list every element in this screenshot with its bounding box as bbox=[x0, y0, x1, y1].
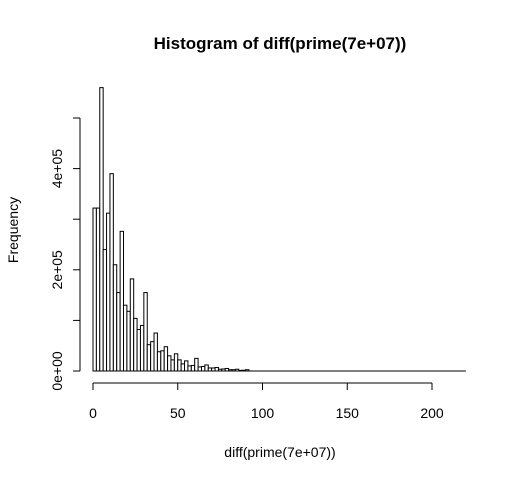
histogram-bar bbox=[116, 292, 121, 372]
x-tick-label: 0 bbox=[89, 405, 97, 421]
histogram-bar bbox=[139, 324, 145, 372]
histogram-bar bbox=[133, 317, 138, 372]
histogram-bar bbox=[221, 368, 226, 372]
histogram-bar bbox=[170, 359, 175, 372]
histogram-bar bbox=[190, 364, 196, 372]
histogram-bar bbox=[238, 369, 243, 372]
histogram-bar bbox=[146, 344, 152, 372]
x-axis: 0 50 100 150 200 bbox=[89, 382, 444, 421]
histogram-bar bbox=[150, 341, 155, 372]
histogram-bar bbox=[160, 350, 165, 372]
x-tick-label: 150 bbox=[336, 405, 360, 421]
histogram-bar bbox=[129, 278, 135, 372]
y-axis: 0e+00 2e+05 4e+05 bbox=[49, 117, 81, 391]
x-tick-label: 100 bbox=[251, 405, 275, 421]
histogram-bar bbox=[99, 87, 104, 372]
histogram-bar bbox=[136, 329, 141, 372]
x-axis-label: diff(prime(7e+07)) bbox=[224, 444, 335, 460]
histogram-bar bbox=[119, 230, 125, 372]
histogram-bar bbox=[184, 360, 189, 372]
histogram-bar bbox=[126, 310, 131, 372]
histogram-bar bbox=[214, 366, 219, 372]
x-tick-label: 200 bbox=[420, 405, 444, 421]
histogram-bar bbox=[187, 365, 192, 372]
histogram-bar bbox=[173, 353, 179, 372]
histogram-bar bbox=[92, 207, 97, 372]
histogram-bar bbox=[177, 359, 182, 372]
chart-title: Histogram of diff(prime(7e+07)) bbox=[154, 34, 407, 53]
histogram-bar bbox=[228, 369, 233, 372]
histogram-bar bbox=[224, 367, 230, 372]
x-tick-label: 50 bbox=[170, 405, 186, 421]
histogram-bar bbox=[234, 368, 240, 372]
y-tick-label: 4e+05 bbox=[49, 149, 65, 189]
histogram-bar bbox=[207, 367, 213, 372]
histogram-bar bbox=[204, 364, 209, 372]
histogram-bar bbox=[194, 357, 199, 372]
histogram-bar bbox=[163, 346, 169, 372]
y-tick-label: 0e+00 bbox=[49, 351, 65, 391]
histogram-bars bbox=[92, 87, 466, 372]
y-tick-label: 2e+05 bbox=[49, 250, 65, 290]
histogram-bar bbox=[95, 207, 101, 372]
histogram-bar bbox=[102, 249, 108, 372]
histogram-bar bbox=[241, 369, 247, 372]
histogram-bar bbox=[200, 365, 206, 372]
histogram-bar bbox=[211, 367, 216, 372]
histogram-bar bbox=[180, 363, 186, 372]
histogram-bar bbox=[123, 304, 128, 372]
histogram-bar bbox=[106, 212, 111, 372]
histogram-bar bbox=[112, 264, 118, 372]
histogram-bar bbox=[167, 355, 172, 372]
histogram-bar bbox=[109, 173, 114, 372]
histogram-bar bbox=[143, 292, 148, 372]
histogram-bar bbox=[217, 368, 223, 372]
histogram-bar bbox=[245, 369, 250, 372]
histogram-bar bbox=[231, 369, 236, 372]
histogram-bar bbox=[197, 366, 202, 372]
histogram-bar bbox=[156, 351, 162, 372]
y-axis-label: Frequency bbox=[5, 197, 21, 263]
histogram-bar bbox=[153, 332, 158, 372]
